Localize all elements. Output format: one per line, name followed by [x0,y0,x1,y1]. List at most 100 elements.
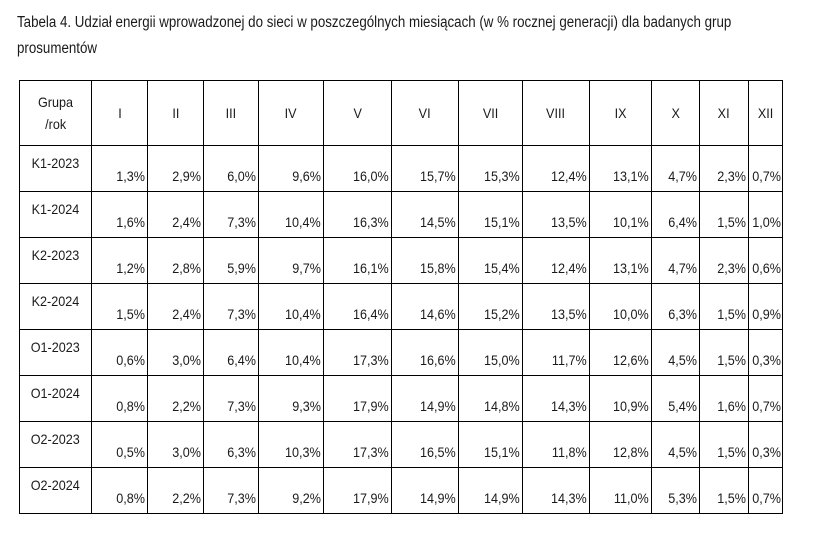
table-cell: 4,5% [651,421,700,468]
table-cell: 2,8% [147,237,204,284]
table-cell: 13,5% [522,283,590,330]
group-header-line1: Grupa [37,94,74,110]
table-cell: 6,0% [203,145,259,192]
table-cell: 11,7% [522,329,590,376]
table-cell: 10,4% [258,329,324,376]
table-cell: 3,0% [147,329,204,376]
table-cell: 15,0% [458,329,523,376]
table-cell: 16,3% [323,191,392,238]
table-cell: 0,6% [748,237,783,284]
table-cell: 15,1% [458,421,523,468]
month-header: I [91,80,148,146]
row-group-label: O2-2024 [19,467,92,514]
month-header: VIII [522,80,590,146]
table-cell: 1,3% [91,145,148,192]
table-cell: 6,3% [651,283,700,330]
month-header: XII [748,80,783,146]
table-cell: 16,1% [323,237,392,284]
table-cell: 1,5% [699,329,749,376]
table-cell: 1,5% [91,283,148,330]
row-group-label: K1-2023 [19,145,92,192]
month-header: II [147,80,204,146]
table-cell: 1,6% [91,191,148,238]
table-cell: 12,4% [522,237,590,284]
table-row: K1-2024 1,6% 2,4% 7,3% 10,4% 16,3% 14,5% 15,1% 1… [19,191,783,238]
table-cell: 6,3% [203,421,259,468]
table-cell: 15,4% [458,237,523,284]
table-row: O2-2023 0,5% 3,0% 6,3% 10,3% 17,3% 16,5% 15,1% 1… [19,421,783,468]
row-group-label: K2-2023 [19,237,92,284]
table-cell: 0,7% [748,145,783,192]
month-header: IX [589,80,652,146]
group-header-line2: /rok [44,116,67,132]
table-cell: 0,3% [748,421,783,468]
table-cell: 1,5% [699,467,749,514]
table-row: K2-2023 1,2% 2,8% 5,9% 9,7% 16,1% 15,8% 15,4% 12… [19,237,783,284]
table-cell: 1,5% [699,191,749,238]
table-cell: 10,4% [258,283,324,330]
group-year-header: Grupa /rok [19,80,92,146]
table-cell: 2,3% [699,237,749,284]
table-cell: 15,7% [391,145,459,192]
table-cell: 7,3% [203,467,259,514]
table-cell: 10,0% [589,283,652,330]
table-cell: 14,3% [522,375,590,422]
table-cell: 15,3% [458,145,523,192]
table-cell: 14,8% [458,375,523,422]
table-cell: 10,3% [258,421,324,468]
table-cell: 6,4% [203,329,259,376]
table-cell: 0,3% [748,329,783,376]
table-cell: 5,3% [651,467,700,514]
table-cell: 10,9% [589,375,652,422]
table-cell: 16,5% [391,421,459,468]
table-row: O1-2024 0,8% 2,2% 7,3% 9,3% 17,9% 14,9% 14,8% 14… [19,375,783,422]
table-cell: 11,0% [589,467,652,514]
row-group-label: K1-2024 [19,191,92,238]
table-row: O1-2023 0,6% 3,0% 6,4% 10,4% 17,3% 16,6% 15,0% 1… [19,329,783,376]
row-group-label: O1-2023 [19,329,92,376]
table-cell: 16,0% [323,145,392,192]
table-cell: 6,4% [651,191,700,238]
table-cell: 1,6% [699,375,749,422]
table-cell: 14,6% [391,283,459,330]
month-header: X [651,80,700,146]
table-cell: 15,2% [458,283,523,330]
table-row: K1-2023 1,3% 2,9% 6,0% 9,6% 16,0% 15,7% 15,3% 12… [19,145,783,192]
table-cell: 17,3% [323,421,392,468]
row-group-label: O1-2024 [19,375,92,422]
table-cell: 0,7% [748,467,783,514]
table-cell: 10,1% [589,191,652,238]
table-cell: 0,8% [91,375,148,422]
table-cell: 2,3% [699,145,749,192]
table-cell: 16,4% [323,283,392,330]
row-group-label: K2-2024 [19,283,92,330]
table-cell: 5,9% [203,237,259,284]
table-cell: 0,7% [748,375,783,422]
table-cell: 1,2% [91,237,148,284]
table-cell: 9,7% [258,237,324,284]
table-cell: 14,5% [391,191,459,238]
table-cell: 2,4% [147,283,204,330]
table-body: K1-2023 1,3% 2,9% 6,0% 9,6% 16,0% 15,7% 15,3% 12… [19,145,783,514]
table-cell: 17,3% [323,329,392,376]
table-caption: Tabela 4. Udział energii wprowadzonej do… [17,14,732,57]
table-cell: 9,3% [258,375,324,422]
table-cell: 9,2% [258,467,324,514]
table-cell: 17,9% [323,467,392,514]
table-cell: 7,3% [203,283,259,330]
table-cell: 14,9% [391,467,459,514]
energy-share-table: Grupa /rok I II III IV V VI VII VIII IX … [19,80,783,514]
table-cell: 17,9% [323,375,392,422]
table-cell: 10,4% [258,191,324,238]
table-cell: 4,7% [651,145,700,192]
table-cell: 0,5% [91,421,148,468]
row-group-label: O2-2023 [19,421,92,468]
month-header: III [203,80,259,146]
table-cell: 2,2% [147,467,204,514]
table-cell: 16,6% [391,329,459,376]
table-cell: 12,8% [589,421,652,468]
table-cell: 13,1% [589,237,652,284]
table-cell: 14,9% [458,467,523,514]
table-cell: 2,4% [147,191,204,238]
table-cell: 15,1% [458,191,523,238]
